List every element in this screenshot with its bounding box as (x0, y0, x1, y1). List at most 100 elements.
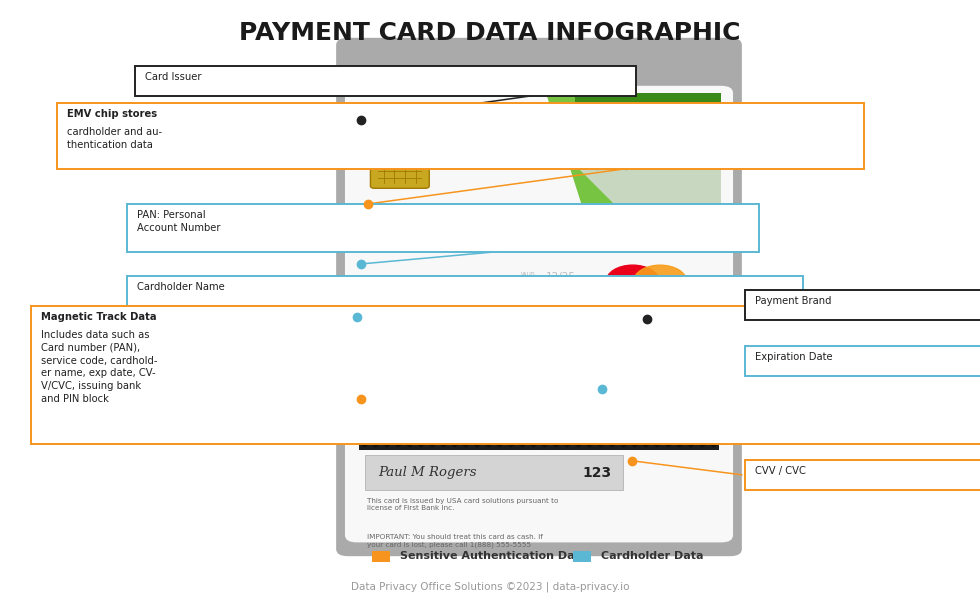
Polygon shape (642, 432, 651, 439)
Polygon shape (563, 442, 571, 448)
Polygon shape (608, 413, 616, 419)
Polygon shape (439, 413, 448, 419)
Polygon shape (517, 432, 526, 439)
Polygon shape (517, 422, 526, 429)
Text: Includes data such as
Card number (PAN),
service code, cardhold-
er name, exp da: Includes data such as Card number (PAN),… (41, 330, 158, 404)
Polygon shape (619, 413, 628, 419)
Polygon shape (439, 442, 448, 448)
FancyBboxPatch shape (372, 551, 390, 562)
Polygon shape (462, 413, 470, 419)
Polygon shape (382, 442, 391, 448)
Polygon shape (642, 442, 651, 448)
Polygon shape (642, 413, 651, 419)
FancyBboxPatch shape (359, 404, 719, 450)
Polygon shape (575, 93, 721, 165)
Polygon shape (416, 442, 425, 448)
Text: VALID
THRU: VALID THRU (520, 272, 535, 283)
Polygon shape (540, 432, 549, 439)
Polygon shape (552, 422, 561, 429)
Polygon shape (574, 422, 583, 429)
Polygon shape (416, 422, 425, 429)
FancyBboxPatch shape (127, 204, 760, 252)
Polygon shape (371, 422, 380, 429)
Polygon shape (698, 432, 707, 439)
Polygon shape (698, 442, 707, 448)
Polygon shape (653, 422, 662, 429)
FancyBboxPatch shape (566, 206, 639, 239)
Polygon shape (529, 413, 538, 419)
Polygon shape (664, 432, 673, 439)
Text: Paul M Rogers: Paul M Rogers (378, 466, 477, 479)
Polygon shape (462, 432, 470, 439)
Polygon shape (597, 422, 606, 429)
FancyBboxPatch shape (345, 357, 733, 542)
Polygon shape (361, 432, 368, 439)
FancyBboxPatch shape (745, 460, 980, 490)
Polygon shape (675, 413, 684, 419)
Polygon shape (507, 442, 515, 448)
Polygon shape (585, 413, 594, 419)
Polygon shape (664, 422, 673, 429)
Polygon shape (653, 413, 662, 419)
Polygon shape (608, 432, 616, 439)
Polygon shape (495, 422, 504, 429)
Text: This card is issued by USA card solutions pursuant to
license of First Bank Inc.: This card is issued by USA card solution… (367, 498, 558, 511)
FancyBboxPatch shape (745, 290, 980, 320)
Polygon shape (462, 442, 470, 448)
Polygon shape (529, 422, 538, 429)
Polygon shape (382, 432, 391, 439)
FancyBboxPatch shape (57, 103, 864, 169)
Polygon shape (574, 413, 583, 419)
Text: 123: 123 (582, 466, 612, 479)
Polygon shape (439, 432, 448, 439)
Polygon shape (495, 442, 504, 448)
FancyBboxPatch shape (127, 276, 804, 306)
Polygon shape (371, 442, 380, 448)
Polygon shape (563, 422, 571, 429)
Polygon shape (439, 422, 448, 429)
Polygon shape (382, 422, 391, 429)
Polygon shape (585, 422, 594, 429)
Polygon shape (698, 422, 707, 429)
Polygon shape (552, 413, 561, 419)
Polygon shape (619, 442, 628, 448)
Polygon shape (405, 422, 414, 429)
Polygon shape (585, 432, 594, 439)
Text: 1234  5678  9101  11: 1234 5678 9101 11 (368, 215, 511, 229)
Polygon shape (529, 432, 538, 439)
Text: Customer service +1 234-567-890: Customer service +1 234-567-890 (466, 376, 612, 385)
Text: Sensitive Authentication Data: Sensitive Authentication Data (400, 551, 587, 561)
Polygon shape (675, 432, 684, 439)
Polygon shape (546, 93, 721, 209)
Text: CREDIT: CREDIT (627, 124, 669, 134)
FancyBboxPatch shape (336, 38, 742, 556)
Polygon shape (405, 413, 414, 419)
Polygon shape (540, 442, 549, 448)
Text: Card Issuer: Card Issuer (145, 72, 202, 82)
Polygon shape (687, 422, 696, 429)
FancyBboxPatch shape (578, 224, 610, 235)
Polygon shape (405, 442, 414, 448)
Polygon shape (427, 432, 436, 439)
Polygon shape (675, 442, 684, 448)
Text: Expiration Date: Expiration Date (755, 352, 832, 362)
Polygon shape (563, 432, 571, 439)
Polygon shape (484, 413, 493, 419)
Polygon shape (405, 432, 414, 439)
Polygon shape (710, 442, 717, 448)
Text: ●  PAUL M ROGERS: ● PAUL M ROGERS (371, 302, 466, 312)
Polygon shape (630, 422, 639, 429)
Text: Cardholder Data: Cardholder Data (601, 551, 704, 561)
Polygon shape (472, 432, 481, 439)
Polygon shape (450, 442, 459, 448)
Polygon shape (507, 422, 515, 429)
Text: cardholder and au-
thentication data: cardholder and au- thentication data (67, 127, 162, 150)
Polygon shape (361, 413, 368, 419)
Polygon shape (664, 442, 673, 448)
Polygon shape (653, 442, 662, 448)
Circle shape (634, 265, 687, 298)
Polygon shape (450, 432, 459, 439)
Polygon shape (517, 413, 526, 419)
Polygon shape (574, 432, 583, 439)
Polygon shape (575, 165, 721, 209)
